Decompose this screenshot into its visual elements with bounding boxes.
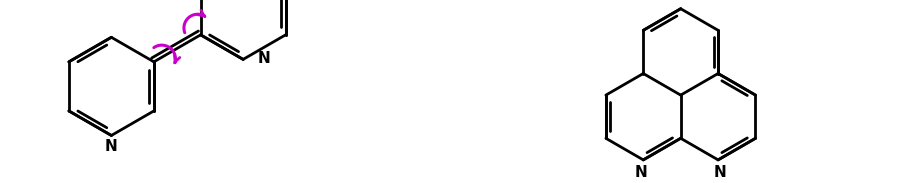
Text: N: N [258, 51, 271, 66]
Text: N: N [105, 139, 118, 154]
Text: N: N [635, 165, 648, 180]
Text: N: N [713, 165, 726, 180]
